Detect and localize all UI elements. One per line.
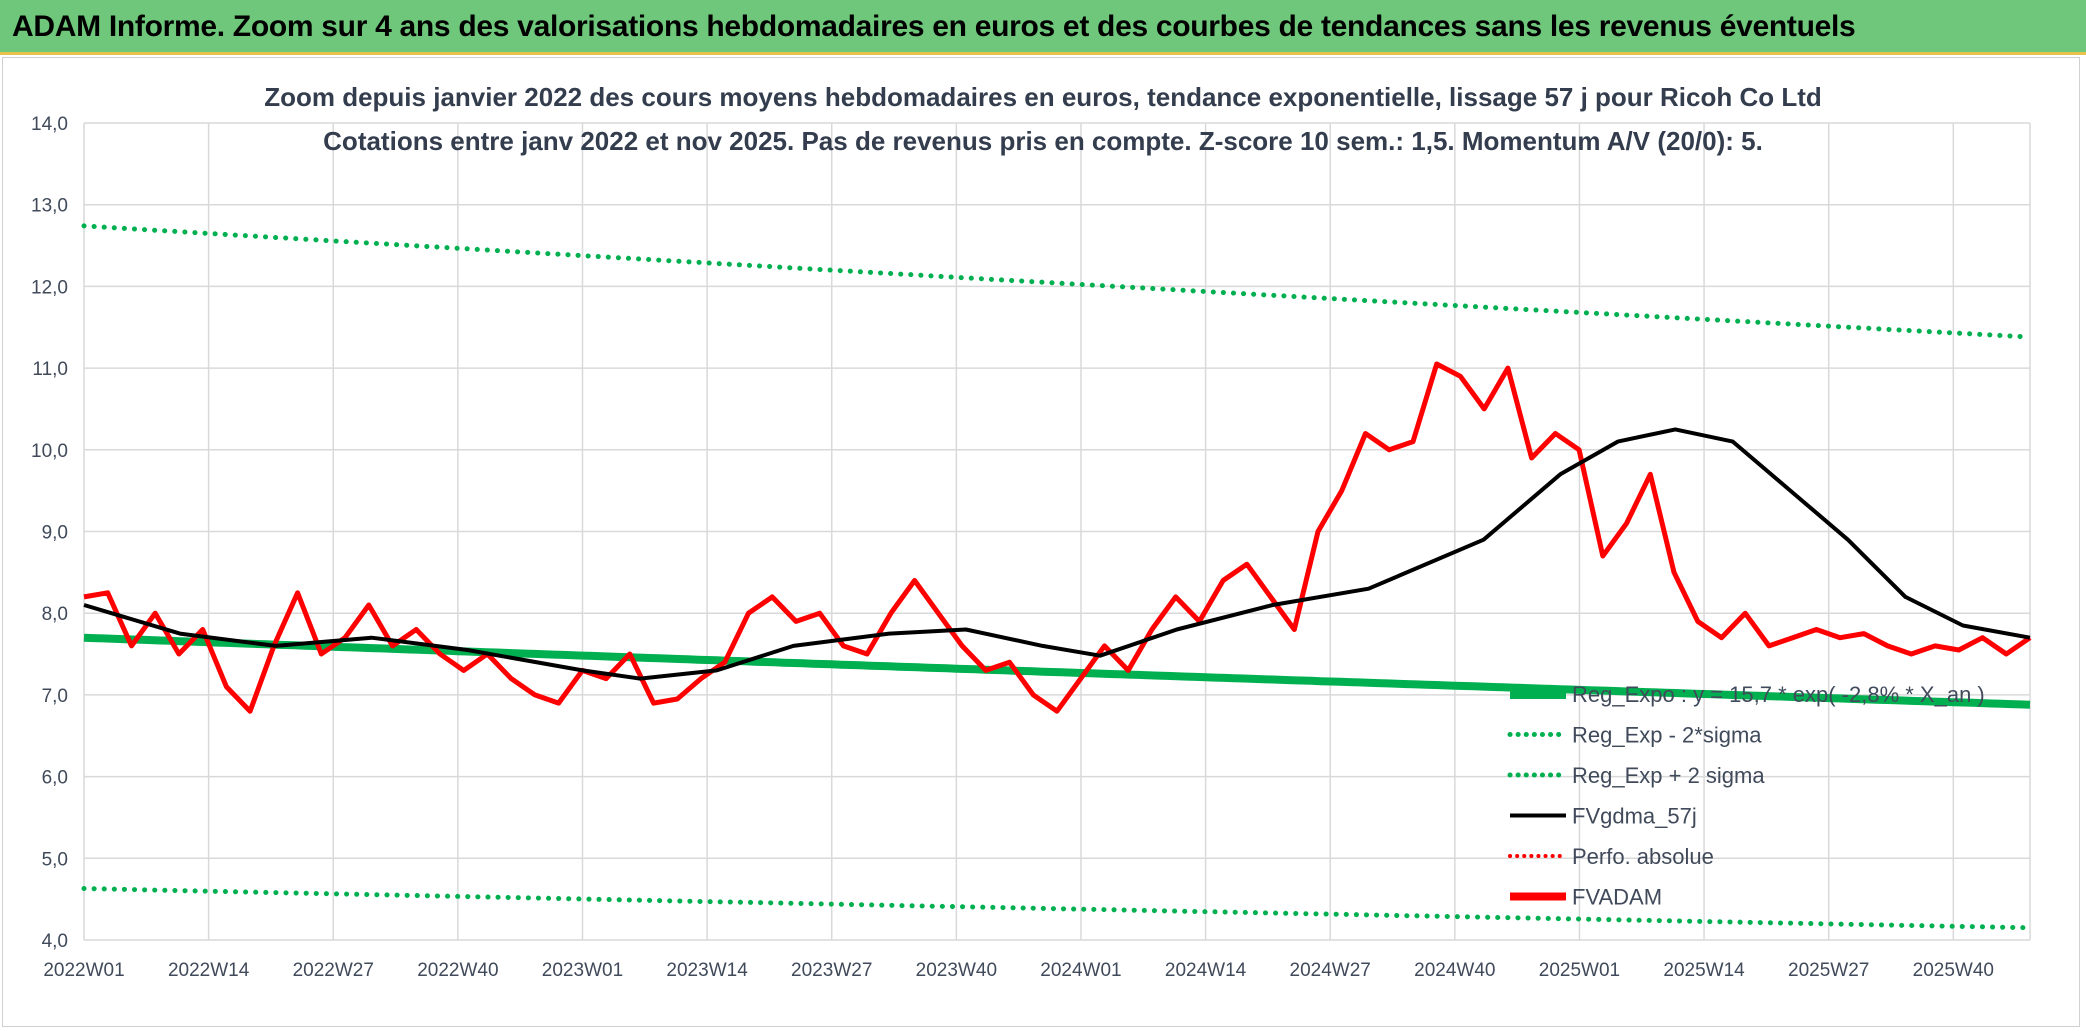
x-tick-label: 2025W14: [1663, 960, 1745, 981]
y-axis-ticks: 4,0 5,0 6,0 7,0 8,0 9,0 10,0 11,0 12,0 13,0 14,0: [31, 114, 68, 952]
report-banner: ADAM Informe. Zoom sur 4 ans des valoris…: [0, 0, 2086, 55]
series-reg-exp-minus-2sigma: [81, 886, 2033, 931]
x-tick-label: 2024W14: [1165, 960, 1247, 981]
y-tick-label: 13,0: [31, 196, 68, 217]
x-tick-label: 2025W40: [1913, 960, 1994, 981]
chart-lines: [81, 223, 2033, 931]
x-tick-label: 2023W40: [916, 960, 997, 981]
y-tick-label: 4,0: [42, 931, 68, 952]
series-reg-expo: [83, 633, 2031, 709]
series-reg-exp-plus-2sigma: [81, 223, 2033, 340]
x-tick-label: 2025W27: [1788, 960, 1869, 981]
y-tick-label: 14,0: [31, 114, 68, 135]
x-tick-label: 2024W40: [1414, 960, 1495, 981]
series-fvadam: [83, 361, 2032, 714]
chart-legend: Reg_Expo : y = 15,7 * exp( -2,8% * X_an …: [1507, 682, 1985, 910]
y-tick-label: 10,0: [31, 441, 68, 462]
legend-label: FVADAM: [1572, 885, 1662, 910]
legend-label: Reg_Exp - 2*sigma: [1572, 723, 1762, 748]
x-tick-label: 2024W01: [1040, 960, 1121, 981]
y-tick-label: 7,0: [42, 686, 68, 707]
y-tick-label: 5,0: [42, 849, 68, 870]
y-tick-label: 9,0: [42, 523, 68, 544]
x-tick-label: 2022W14: [168, 960, 250, 981]
chart-subtitle-line1: Zoom depuis janvier 2022 des cours moyen…: [264, 82, 1822, 112]
chart-grid: [83, 122, 2031, 941]
y-tick-label: 6,0: [42, 768, 68, 789]
legend-label: FVgdma_57j: [1572, 804, 1697, 829]
legend-label: Reg_Exp + 2 sigma: [1572, 763, 1765, 788]
series-fvgdma-57j: [83, 427, 2031, 681]
x-tick-label: 2024W27: [1290, 960, 1371, 981]
y-tick-label: 11,0: [32, 359, 68, 380]
chart-subtitle-line2: Cotations entre janv 2022 et nov 2025. P…: [323, 126, 1763, 156]
y-tick-label: 12,0: [31, 277, 68, 298]
x-tick-label: 2023W14: [666, 960, 748, 981]
report-title: ADAM Informe. Zoom sur 4 ans des valoris…: [12, 10, 1856, 43]
x-tick-label: 2022W27: [293, 960, 374, 981]
x-tick-label: 2022W01: [43, 960, 124, 981]
x-tick-label: 2025W01: [1539, 960, 1620, 981]
x-tick-label: 2023W27: [791, 960, 872, 981]
x-tick-label: 2023W01: [542, 960, 623, 981]
x-axis-ticks: 2022W01 2022W14 2022W27 2022W40 2023W01 2023W…: [43, 960, 1994, 981]
y-tick-label: 8,0: [42, 604, 68, 625]
chart-frame: [2, 57, 2080, 1027]
legend-label: Perfo. absolue: [1572, 844, 1714, 869]
x-tick-label: 2022W40: [417, 960, 498, 981]
legend-label: Reg_Expo : y = 15,7 * exp( -2,8% * X_an …: [1572, 682, 1985, 707]
